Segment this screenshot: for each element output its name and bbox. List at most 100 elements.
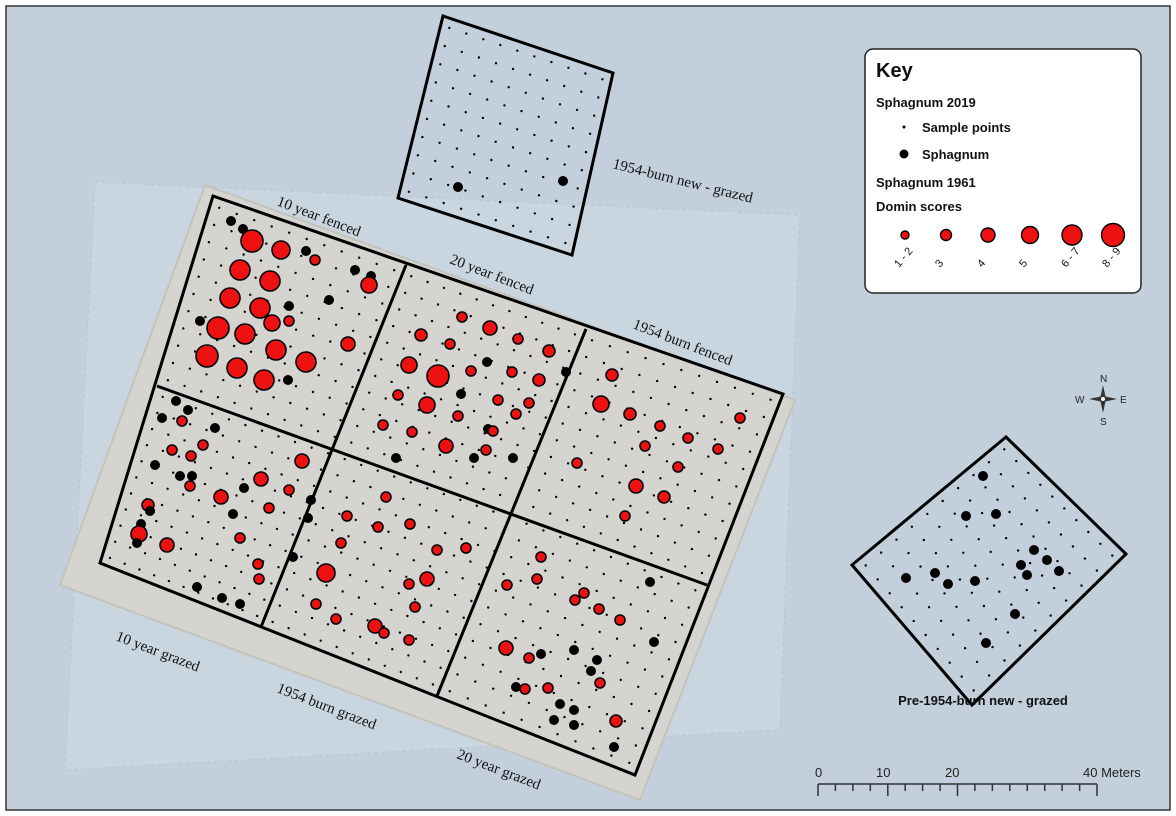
sample-point <box>182 585 185 589</box>
sample-point <box>560 478 564 482</box>
sphagnum-2019-symbol <box>901 573 911 583</box>
sample-point <box>955 605 958 608</box>
sample-point <box>407 386 410 389</box>
sample-point <box>357 596 361 599</box>
sample-point <box>1040 574 1044 577</box>
sample-point <box>1028 561 1032 565</box>
sample-point <box>689 449 692 452</box>
domin-1961-symbol <box>619 510 631 522</box>
sample-point <box>626 351 629 354</box>
domin-1961-symbol <box>240 229 264 253</box>
sample-point <box>469 560 472 563</box>
sample-point <box>197 591 200 594</box>
sphagnum-2019-symbol <box>558 176 568 186</box>
sample-point <box>277 265 280 268</box>
sample-point <box>430 319 434 323</box>
sphagnum-2019-symbol <box>303 513 313 523</box>
domin-1961-symbol <box>426 364 450 388</box>
sample-point <box>507 164 510 167</box>
domin-1961-symbol <box>360 276 378 294</box>
sample-point <box>490 80 493 83</box>
sample-point <box>438 453 442 457</box>
sphagnum-2019-symbol <box>609 742 619 752</box>
domin-1961-symbol <box>460 542 472 554</box>
sample-point <box>968 499 972 502</box>
sample-point <box>233 401 236 405</box>
sample-point <box>549 455 553 459</box>
sample-point <box>351 652 354 655</box>
sphagnum-2019-symbol <box>453 182 463 192</box>
key-sphagnum-2019: Sphagnum 2019 <box>876 95 976 110</box>
sample-point <box>507 86 510 89</box>
sample-point <box>149 536 152 539</box>
sample-point <box>416 154 420 157</box>
sample-point <box>1039 483 1042 486</box>
sample-point <box>325 584 328 587</box>
sample-point <box>152 574 156 577</box>
right-plot-outline <box>849 434 1129 708</box>
sample-point <box>188 423 192 426</box>
sample-point <box>1056 559 1059 563</box>
sample-point <box>235 212 238 216</box>
sample-point <box>564 241 567 245</box>
sample-point <box>250 407 253 410</box>
sample-point <box>381 302 384 305</box>
sample-point <box>546 157 549 160</box>
sample-point <box>397 592 400 595</box>
sample-point <box>212 223 216 227</box>
sample-point <box>425 117 429 121</box>
sample-point <box>474 354 477 357</box>
sphagnum-2019-symbol <box>961 511 971 521</box>
sample-point <box>300 424 303 427</box>
sample-point <box>713 438 717 441</box>
sample-point <box>738 427 741 430</box>
sample-point <box>435 359 438 362</box>
sample-point <box>488 471 491 474</box>
sample-point <box>253 538 256 541</box>
sample-point <box>744 409 748 413</box>
sample-point <box>987 461 991 464</box>
sample-point <box>265 242 268 245</box>
sample-point <box>167 433 170 436</box>
sample-point <box>369 485 372 489</box>
sample-point <box>536 586 540 589</box>
sample-point <box>581 623 584 627</box>
domin-1961-symbol <box>444 338 456 350</box>
sample-point <box>209 559 213 562</box>
sample-point <box>481 663 485 666</box>
sample-point <box>996 498 999 501</box>
sample-point <box>565 519 569 522</box>
sample-point <box>721 519 724 523</box>
sample-point <box>161 449 165 453</box>
sample-point <box>456 403 459 407</box>
sample-point <box>989 550 992 554</box>
sample-point <box>946 565 950 568</box>
map-key: Key Sphagnum 2019 Sample points Sphagnum… <box>864 48 1142 294</box>
sample-point <box>303 633 306 636</box>
sample-point <box>511 404 515 408</box>
sample-point <box>213 504 216 508</box>
sample-point <box>235 494 238 497</box>
sample-point <box>480 337 483 340</box>
sample-point <box>580 169 583 172</box>
sphagnum-2019-symbol <box>991 509 1001 519</box>
sample-point <box>430 99 433 103</box>
sample-point <box>552 691 555 695</box>
sample-point <box>992 524 996 527</box>
sphagnum-2019-symbol <box>569 720 579 730</box>
key-sphagnum-1961: Sphagnum 1961 <box>876 175 976 190</box>
sample-point <box>224 564 228 568</box>
sample-point <box>460 129 463 132</box>
sample-point <box>524 315 527 319</box>
domin-1961-symbol <box>519 683 531 695</box>
sample-point <box>613 441 616 444</box>
sphagnum-2019-symbol <box>970 576 980 586</box>
sample-point <box>561 576 564 579</box>
domin-1961-symbol <box>213 489 229 505</box>
sample-point <box>967 619 970 622</box>
sample-point <box>1023 497 1027 500</box>
sample-point <box>231 456 235 459</box>
sample-point <box>375 319 378 322</box>
sample-point <box>619 678 622 682</box>
sphagnum-2019-symbol <box>350 265 360 275</box>
